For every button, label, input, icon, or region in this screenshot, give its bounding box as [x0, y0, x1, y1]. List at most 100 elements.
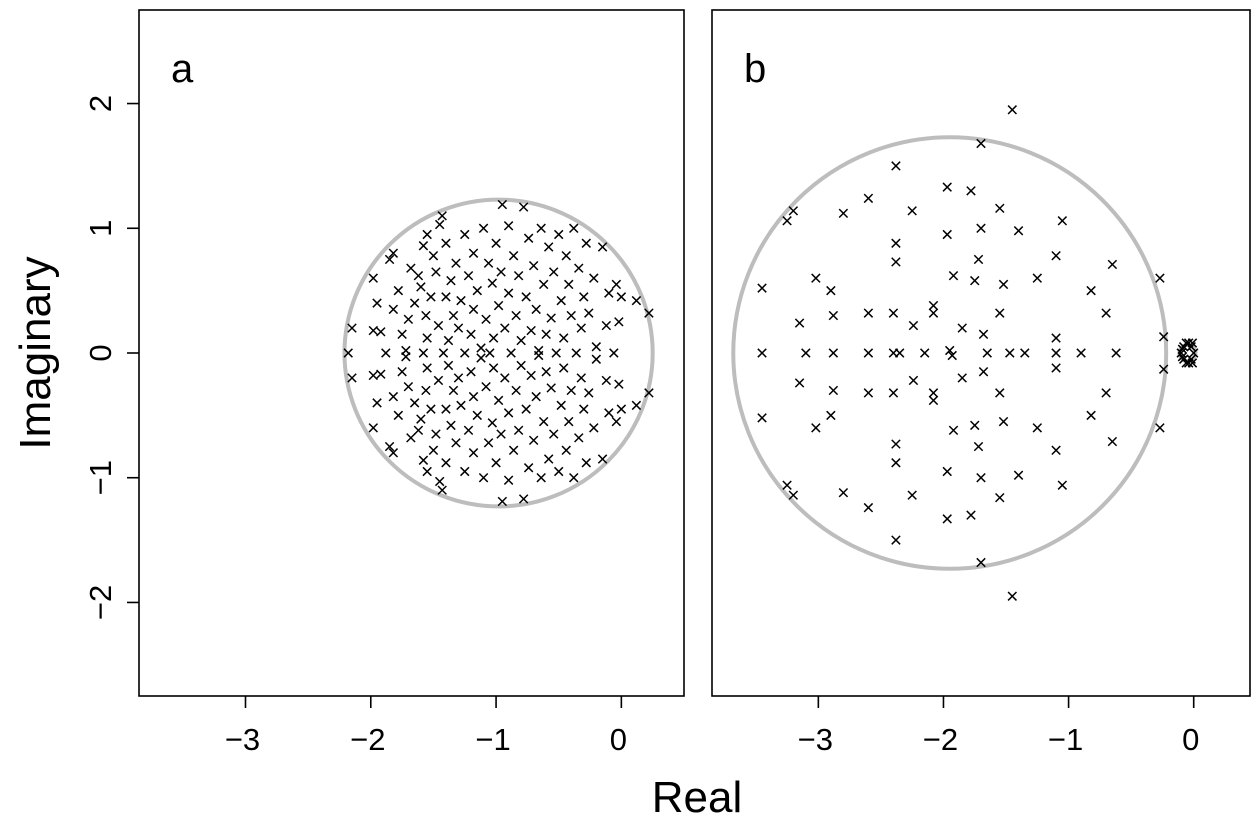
point [919, 348, 930, 358]
point [500, 373, 510, 383]
point [838, 208, 849, 219]
point [406, 433, 416, 443]
point [372, 398, 382, 408]
point [500, 323, 510, 333]
point [497, 199, 508, 210]
point [526, 325, 536, 336]
point [451, 258, 461, 268]
point [481, 381, 491, 392]
point [782, 480, 792, 490]
point [942, 182, 952, 192]
point [995, 308, 1005, 318]
point [491, 238, 501, 248]
point [518, 202, 529, 212]
point [1101, 308, 1111, 318]
point [614, 379, 624, 389]
point [428, 445, 439, 456]
point [368, 423, 379, 433]
point [393, 410, 404, 421]
point [566, 310, 576, 321]
point [493, 300, 504, 311]
point [1051, 445, 1061, 456]
point [604, 408, 614, 418]
point [644, 388, 654, 398]
point [397, 366, 407, 377]
point [908, 320, 919, 331]
point [472, 285, 483, 296]
point [418, 455, 429, 465]
point [428, 250, 439, 261]
point [609, 348, 619, 358]
point [438, 348, 449, 358]
point [487, 278, 498, 288]
point [838, 487, 849, 498]
point [441, 238, 451, 248]
point [576, 373, 586, 383]
y-tick-label: 2 [83, 95, 118, 112]
point [757, 283, 767, 293]
point [556, 400, 566, 411]
point [446, 275, 456, 286]
point [584, 308, 594, 318]
point [948, 425, 959, 436]
point [511, 385, 521, 396]
point [468, 391, 479, 402]
point [998, 416, 1009, 427]
point [581, 458, 592, 468]
point [526, 370, 536, 381]
point [485, 348, 495, 358]
point [584, 388, 594, 398]
point [1158, 364, 1169, 374]
point [536, 472, 546, 483]
point [416, 282, 426, 292]
point [948, 270, 959, 281]
point [491, 458, 501, 468]
point [503, 475, 514, 485]
point [574, 433, 584, 443]
point [907, 206, 917, 216]
point [826, 410, 836, 421]
point [558, 333, 569, 343]
point [418, 348, 429, 358]
panel-a-label: a [171, 47, 194, 91]
point [908, 375, 919, 386]
panel-b-label: b [744, 47, 766, 91]
point [368, 370, 379, 381]
point [528, 435, 539, 446]
point [976, 138, 986, 149]
point [616, 404, 627, 414]
point [372, 298, 382, 308]
point [497, 496, 508, 507]
point [460, 348, 470, 358]
point [569, 472, 579, 483]
point [451, 438, 461, 448]
point [976, 472, 986, 483]
point [468, 448, 479, 458]
point [616, 292, 627, 302]
point [503, 221, 514, 231]
point [942, 229, 952, 240]
point [388, 448, 399, 458]
point [347, 323, 357, 333]
x-tick-label: 0 [1182, 722, 1199, 757]
point [508, 445, 519, 456]
point [493, 395, 504, 406]
point [995, 492, 1005, 503]
point [591, 354, 602, 364]
point [826, 285, 836, 296]
point [957, 323, 967, 333]
point [384, 254, 395, 265]
point [487, 418, 498, 428]
point [441, 292, 451, 302]
point [443, 335, 454, 346]
point [947, 350, 957, 361]
point [942, 466, 952, 477]
point [388, 391, 399, 402]
point [508, 250, 519, 261]
point [1013, 226, 1024, 236]
y-tick-label: −2 [83, 585, 118, 620]
point [1032, 423, 1043, 433]
point [388, 304, 399, 315]
point [481, 314, 491, 325]
point [571, 348, 581, 358]
